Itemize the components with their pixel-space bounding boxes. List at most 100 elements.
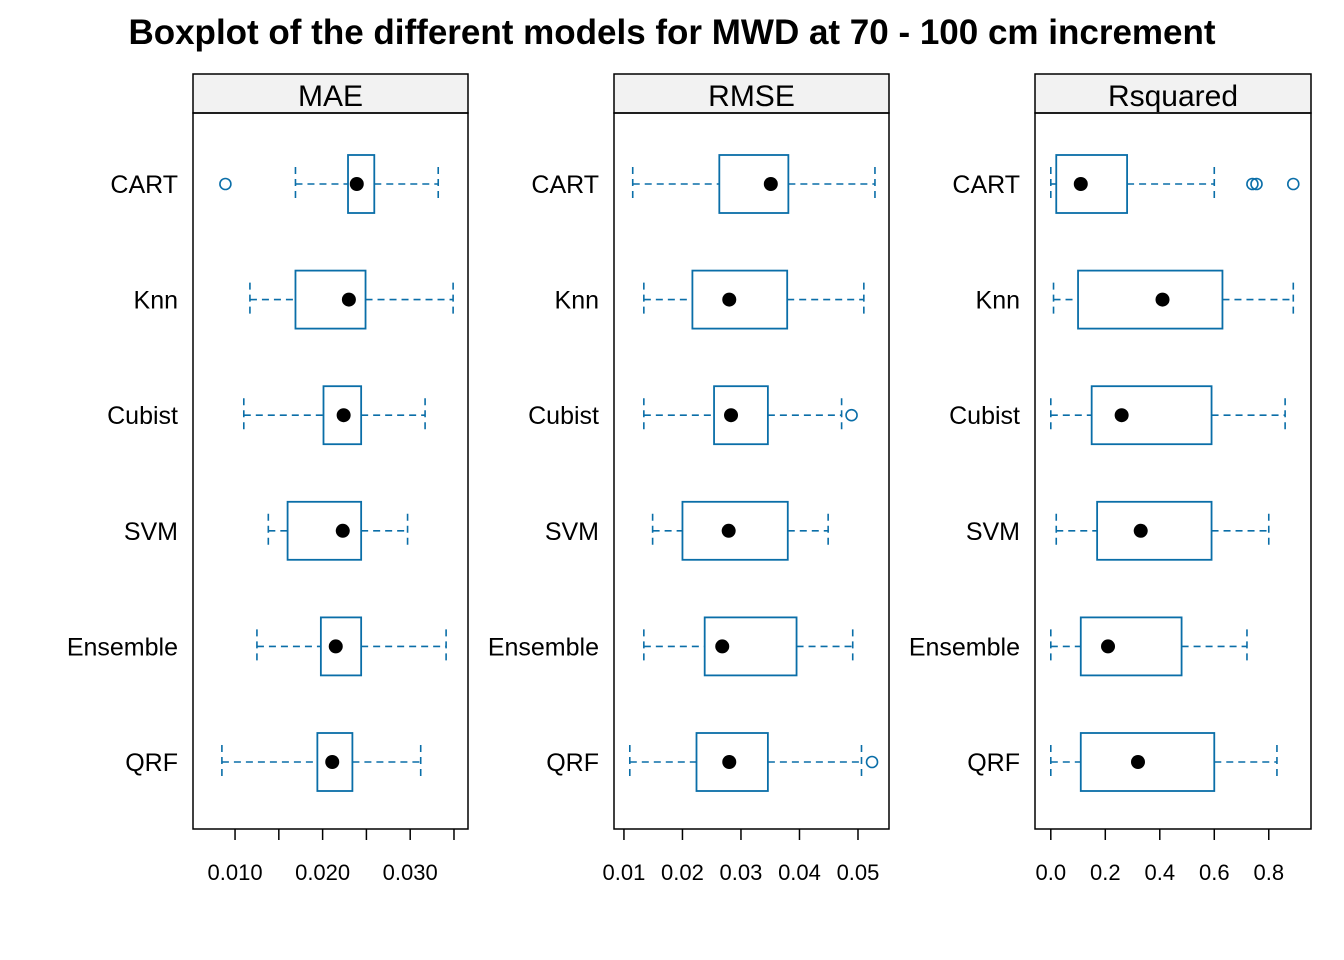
panels: MAE 0.010 0.020 0.030 CART Knn Cubist SVM Ensemb… [67,73,1312,885]
median-dot-rmse-cart [763,177,778,191]
median-dot-rmse-svm [721,523,736,538]
box-rsquared-cart: CART [952,154,1300,214]
category-label-rmse-ensemble: Ensemble [488,633,599,661]
iqr-box-mae-cart [347,154,376,214]
strip-rsquared [1034,73,1312,114]
box-mae-cubist: Cubist [107,385,426,446]
median-dot-rsquared-ensemble [1101,639,1116,654]
median-dot-rsquared-knn [1155,292,1170,307]
x-tick-label-rmse-1: 0.02 [661,860,704,885]
median-dot-rmse-qrf [722,755,737,769]
x-tick-label-rmse-2: 0.03 [720,860,763,885]
category-label-mae-cart: CART [110,171,178,199]
box-rmse-cubist: Cubist [528,385,858,446]
plot-frame-mae [192,112,469,830]
category-label-rsquared-knn: Knn [976,287,1020,315]
x-tick-label-mae-4: 0.030 [383,860,438,885]
box-rsquared-qrf: QRF [967,732,1278,792]
median-dot-rsquared-svm [1133,523,1148,538]
x-tick-label-rsquared-4: 0.8 [1253,860,1284,885]
iqr-box-rmse-knn [691,269,789,330]
median-dot-mae-svm [335,523,350,538]
iqr-box-mae-qrf [316,732,354,792]
iqr-box-rmse-qrf [695,732,769,792]
category-label-rsquared-svm: SVM [966,518,1020,546]
outlier-rsquared-cart-1 [1250,177,1263,191]
outlier-rmse-qrf-0 [865,755,879,769]
outlier-rsquared-cart-0 [1246,177,1259,191]
panel-rsquared: Rsquared 0.0 0.2 0.4 0.6 0.8 CART Knn Cubist SVM E… [909,73,1312,885]
plot-frame-rsquared [1034,112,1312,830]
box-mae-qrf: QRF [125,732,422,792]
iqr-box-rsquared-qrf [1079,732,1216,792]
panel-mae: MAE 0.010 0.020 0.030 CART Knn Cubist SVM Ensemb… [67,73,469,885]
outlier-mae-cart-0 [219,177,232,191]
median-dot-rsquared-cubist [1114,408,1129,423]
iqr-box-rsquared-ensemble [1079,616,1183,677]
iqr-box-rmse-ensemble [703,616,798,677]
iqr-box-rsquared-cart [1055,154,1128,214]
box-mae-knn: Knn [134,269,454,330]
iqr-box-rsquared-svm [1096,500,1213,561]
median-dot-mae-qrf [325,755,340,769]
x-tick-label-rsquared-0: 0.0 [1036,860,1067,885]
box-rmse-cart: CART [531,154,876,214]
plot-frame-rmse [613,112,890,830]
chart-title: Boxplot of the different models for MWD … [128,13,1215,52]
iqr-box-mae-cubist [322,385,363,446]
x-tick-label-rmse-0: 0.01 [603,860,646,885]
category-label-rmse-svm: SVM [545,518,599,546]
strip-label-rmse: RMSE [708,80,795,113]
median-dot-mae-cart [349,177,364,191]
category-label-rsquared-qrf: QRF [967,749,1020,777]
outlier-rmse-cubist-0 [845,408,858,422]
box-rmse-knn: Knn [555,269,865,330]
category-label-rmse-cart: CART [531,171,599,199]
iqr-box-mae-ensemble [319,616,363,677]
box-rmse-qrf: QRF [546,732,879,792]
box-mae-ensemble: Ensemble [67,616,447,677]
strip-mae [192,73,469,114]
box-rsquared-cubist: Cubist [949,385,1286,446]
category-label-rmse-qrf: QRF [546,749,599,777]
iqr-box-rsquared-knn [1077,269,1224,330]
iqr-box-rsquared-cubist [1090,385,1213,446]
iqr-box-rmse-svm [681,500,789,561]
category-label-rsquared-ensemble: Ensemble [909,633,1020,661]
median-dot-rmse-cubist [724,408,739,423]
box-mae-svm: SVM [124,500,409,561]
x-tick-label-rsquared-2: 0.4 [1144,860,1175,885]
category-label-mae-svm: SVM [124,518,178,546]
category-label-mae-knn: Knn [134,287,178,315]
median-dot-rmse-ensemble [715,639,730,654]
x-tick-label-rmse-3: 0.04 [778,860,821,885]
category-label-rsquared-cubist: Cubist [949,402,1020,430]
outlier-rsquared-cart-2 [1286,177,1300,191]
box-rsquared-knn: Knn [976,269,1295,330]
x-tick-label-rsquared-3: 0.6 [1199,860,1230,885]
strip-rmse [613,73,890,114]
iqr-box-rmse-cart [718,154,790,214]
strip-label-rsquared: Rsquared [1108,80,1238,113]
x-tick-label-mae-2: 0.020 [295,860,350,885]
median-dot-mae-ensemble [328,639,343,654]
median-dot-rmse-knn [722,292,737,307]
x-tick-label-mae-0: 0.010 [208,860,263,885]
median-dot-rsquared-cart [1073,177,1088,191]
iqr-box-mae-svm [286,500,363,561]
box-rsquared-ensemble: Ensemble [909,616,1248,677]
box-mae-cart: CART [110,154,440,214]
median-dot-rsquared-qrf [1130,755,1145,769]
box-rsquared-svm: SVM [966,500,1270,561]
category-label-rmse-knn: Knn [555,287,599,315]
median-dot-mae-knn [341,292,356,307]
iqr-box-rmse-cubist [713,385,769,446]
x-tick-label-rmse-4: 0.05 [837,860,880,885]
panel-rmse: RMSE 0.01 0.02 0.03 0.04 0.05 CART Knn Cubist SVM… [488,73,890,885]
category-label-rsquared-cart: CART [952,171,1020,199]
box-rmse-ensemble: Ensemble [488,616,854,677]
category-label-mae-ensemble: Ensemble [67,633,178,661]
category-label-rmse-cubist: Cubist [528,402,599,430]
strip-label-mae: MAE [298,80,363,113]
